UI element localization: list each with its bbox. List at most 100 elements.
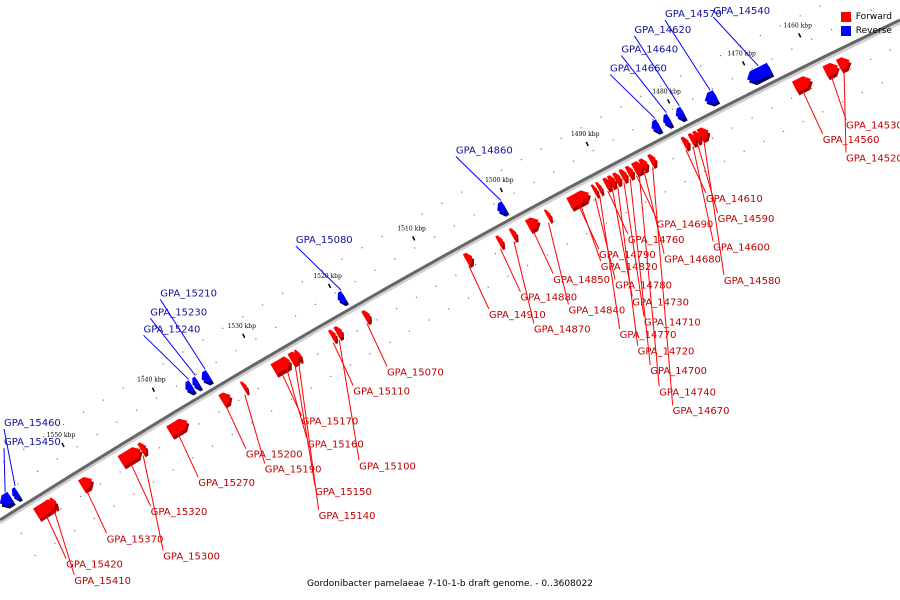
gene-arrow-gpa-14660[interactable] xyxy=(651,119,662,132)
gene-arrow-gpa-14530[interactable] xyxy=(822,62,838,78)
gene-arrow-gpa-15110[interactable] xyxy=(327,329,337,342)
background-dot xyxy=(751,117,753,119)
gene-arrow-gpa-14640[interactable] xyxy=(663,113,673,126)
background-dot xyxy=(156,397,158,399)
gene-arrow-gpa-14840[interactable] xyxy=(543,209,552,221)
gene-arrow-gpa-14670[interactable] xyxy=(647,153,656,166)
background-dot xyxy=(822,111,824,113)
background-dot xyxy=(791,48,793,50)
tick-label: 1500 kbp xyxy=(485,177,514,184)
gene-arrow-gpa-15210[interactable] xyxy=(201,370,212,383)
gene-label-leader xyxy=(455,156,502,201)
gene-label-leader xyxy=(609,74,656,119)
background-dot xyxy=(711,88,714,90)
gene-arrow-gpa-14790[interactable] xyxy=(566,190,589,209)
gene-arrow-gpa-14610[interactable] xyxy=(680,136,689,149)
gene-arrow-gpa-15150[interactable] xyxy=(287,351,300,365)
tick-layer: 1460 kbp 1470 kbp 1480 kbp 1490 kbp 1500 kbp… xyxy=(47,22,812,448)
background-dot xyxy=(455,274,457,276)
gene-arrow-gpa-14740[interactable] xyxy=(633,160,642,174)
gene-arrow-gpa-14880[interactable] xyxy=(495,235,504,248)
gene-label: GPA_14880 xyxy=(520,293,577,304)
gene-arrow-gpa-14860[interactable] xyxy=(497,201,508,214)
gene-arrow-gpa-15190[interactable] xyxy=(239,381,248,393)
gene-label: GPA_15240 xyxy=(144,324,201,335)
gene-arrow-gpa-14910[interactable] xyxy=(462,252,473,266)
gene-arrow-gpa-15080[interactable] xyxy=(337,290,348,304)
background-dot xyxy=(310,387,312,389)
gene-arrow-gpa-15320[interactable] xyxy=(117,447,141,467)
background-dot xyxy=(811,38,813,40)
background-dot xyxy=(119,471,121,473)
gene-arrow-gpa-14710[interactable] xyxy=(618,169,627,182)
gene-label: GPA_14530 xyxy=(846,121,900,132)
background-dot xyxy=(500,169,503,171)
background-dot xyxy=(198,423,200,425)
gene-arrow-gpa-14620[interactable] xyxy=(675,106,686,120)
gene-layer[interactable] xyxy=(0,57,852,522)
gene-arrow-gpa-14820[interactable] xyxy=(575,191,584,204)
gene-label-leader xyxy=(712,16,759,67)
gene-arrow-gpa-15170[interactable] xyxy=(270,357,290,375)
background-dot xyxy=(317,353,319,355)
background-dot xyxy=(782,130,785,132)
background-dot xyxy=(421,213,423,215)
gene-label: GPA_14790 xyxy=(599,250,656,261)
gene-label: GPA_15420 xyxy=(66,559,123,570)
background-dot xyxy=(202,339,204,341)
gene-arrow-gpa-14850[interactable] xyxy=(524,217,539,232)
background-dot xyxy=(771,107,773,109)
gene-arrow-gpa-14680[interactable] xyxy=(638,158,648,171)
gene-arrow-gpa-14590[interactable] xyxy=(692,130,701,143)
background-dot xyxy=(192,457,194,459)
gene-label-leader xyxy=(295,245,342,291)
gene-arrow-gpa-14720[interactable] xyxy=(612,172,621,185)
gene-label: GPA_15370 xyxy=(107,534,164,545)
background-dot xyxy=(414,247,416,249)
background-dot xyxy=(20,532,22,535)
gene-arrow-gpa-15270[interactable] xyxy=(166,418,188,437)
genome-backbone-arc xyxy=(0,18,900,522)
background-dot xyxy=(632,129,634,131)
gene-arrow-gpa-14760[interactable] xyxy=(602,177,611,190)
background-dot xyxy=(513,192,515,194)
gene-arrow-gpa-15300[interactable] xyxy=(137,442,147,455)
gene-label: GPA_14730 xyxy=(632,297,689,308)
gene-label: GPA_14860 xyxy=(456,145,513,156)
background-dot xyxy=(76,446,78,448)
gene-arrow-gpa-15420[interactable] xyxy=(33,499,57,519)
background-dot xyxy=(211,445,214,447)
background-dot xyxy=(613,188,615,191)
gene-arrow-gpa-15230[interactable] xyxy=(192,376,202,389)
background-dot xyxy=(791,97,793,99)
gene-arrow-gpa-15370[interactable] xyxy=(78,476,92,491)
gene-arrow-gpa-14780[interactable] xyxy=(590,184,598,196)
reverse-swatch xyxy=(840,26,851,36)
background-dot xyxy=(231,433,233,436)
gene-arrow-gpa-14870[interactable] xyxy=(508,228,517,240)
gene-arrow-gpa-15460[interactable] xyxy=(11,487,21,500)
gene-arrow-gpa-14560[interactable] xyxy=(791,76,811,93)
background-dot xyxy=(704,170,706,173)
gene-arrow-gpa-15100[interactable] xyxy=(333,326,343,339)
gene-arrow-gpa-15450[interactable] xyxy=(0,491,14,506)
gene-arrow-gpa-14540[interactable] xyxy=(747,62,773,83)
gene-arrow-gpa-14520[interactable] xyxy=(836,57,850,71)
background-dot xyxy=(23,448,25,450)
gene-arrow-gpa-14770[interactable] xyxy=(595,181,603,194)
background-dot xyxy=(533,181,535,184)
gene-arrow-gpa-15200[interactable] xyxy=(218,392,231,406)
background-dot xyxy=(17,483,19,485)
gene-arrow-gpa-14700[interactable] xyxy=(624,165,634,178)
background-dot xyxy=(731,78,733,80)
gene-label: GPA_14620 xyxy=(634,25,691,36)
gene-label: GPA_15140 xyxy=(319,511,376,522)
background-dot xyxy=(195,373,197,375)
gene-arrow-gpa-14600[interactable] xyxy=(687,132,696,146)
gene-arrow-gpa-15070[interactable] xyxy=(361,310,370,323)
background-dot xyxy=(841,101,844,103)
gene-arrow-gpa-14570[interactable] xyxy=(704,90,719,104)
gene-arrow-gpa-14580[interactable] xyxy=(696,127,709,141)
gene-arrow-gpa-14730[interactable] xyxy=(606,175,616,188)
gene-arrow-gpa-15240[interactable] xyxy=(185,380,195,393)
